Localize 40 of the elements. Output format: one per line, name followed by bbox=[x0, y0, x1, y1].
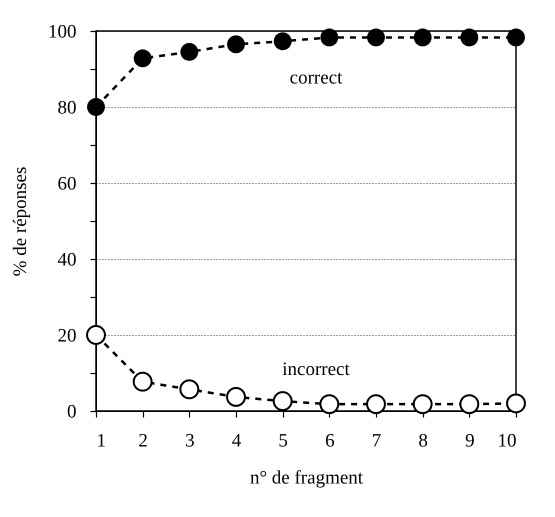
point bbox=[507, 28, 525, 46]
y-tick-label: 100 bbox=[48, 22, 76, 42]
point bbox=[227, 35, 245, 54]
point bbox=[366, 394, 386, 414]
point bbox=[226, 387, 246, 407]
x-tick-label: 10 bbox=[498, 430, 516, 452]
series-label: incorrect bbox=[282, 359, 350, 380]
x-tick-label: 6 bbox=[325, 430, 335, 452]
series-label: correct bbox=[290, 67, 344, 88]
point bbox=[367, 28, 385, 46]
x-axis-title: n° de fragment bbox=[250, 468, 364, 488]
point bbox=[412, 394, 433, 414]
point bbox=[180, 42, 198, 61]
point bbox=[132, 372, 153, 392]
y-axis-title: % de réponses bbox=[10, 166, 31, 276]
point bbox=[460, 28, 478, 46]
x-tick-label: 5 bbox=[278, 430, 288, 452]
x-tick-label: 8 bbox=[418, 430, 428, 452]
point bbox=[319, 394, 340, 414]
y-tick-label: 60 bbox=[58, 174, 76, 194]
y-tick-label: 80 bbox=[58, 98, 76, 118]
point bbox=[414, 28, 432, 46]
x-tick-label: 3 bbox=[185, 430, 195, 452]
x-tick-label: 2 bbox=[138, 430, 148, 452]
point bbox=[134, 49, 152, 68]
x-tick-label: 4 bbox=[232, 430, 242, 452]
point bbox=[506, 393, 526, 414]
point bbox=[87, 98, 105, 116]
point bbox=[320, 28, 338, 46]
x-tick-label: 1 bbox=[96, 430, 106, 452]
point bbox=[179, 379, 200, 400]
x-tick-label: 7 bbox=[372, 430, 382, 452]
point bbox=[459, 394, 480, 414]
x-tick-label: 9 bbox=[465, 430, 475, 452]
y-tick-label: 20 bbox=[58, 326, 76, 346]
point bbox=[272, 391, 293, 412]
point bbox=[274, 32, 292, 50]
y-tick-label: 40 bbox=[58, 250, 76, 270]
y-tick-label: 0 bbox=[67, 402, 76, 422]
point bbox=[86, 325, 106, 345]
